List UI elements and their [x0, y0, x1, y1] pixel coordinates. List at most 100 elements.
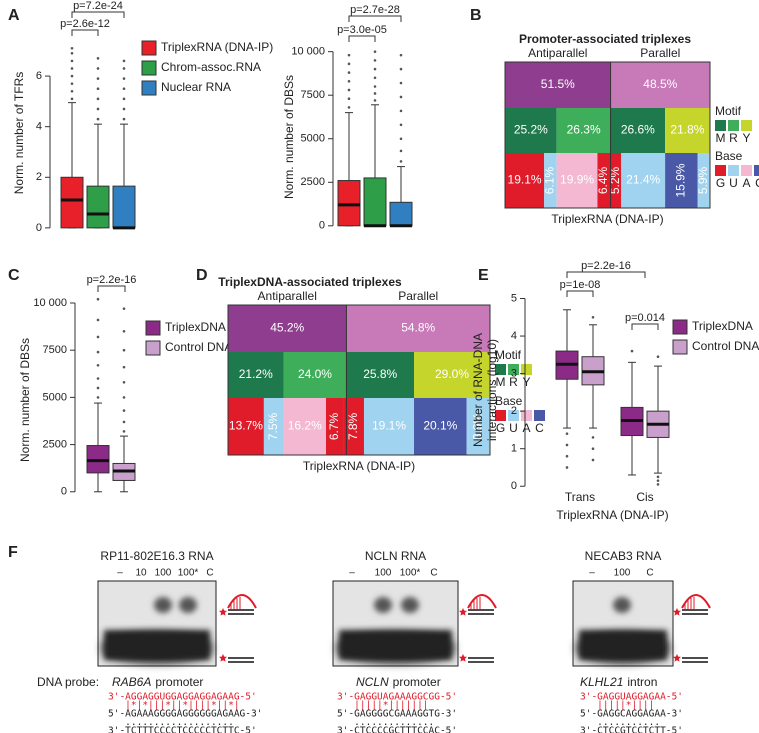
motif-cell	[665, 108, 710, 153]
gel-shifted-band	[401, 597, 419, 613]
y-tick-label: 0	[36, 222, 42, 234]
probe-label-star	[459, 608, 467, 616]
legend-label: TriplexDNA	[692, 319, 753, 333]
lane-label: 100*	[178, 568, 199, 579]
outlier	[70, 52, 74, 55]
probe-gene: RAB6A	[112, 675, 151, 689]
probe-region: intron	[627, 675, 657, 689]
y-tick-label: 2	[36, 171, 42, 183]
probe-label-star	[219, 654, 227, 662]
y-tick-label: 3	[511, 368, 517, 380]
panel-label: F	[8, 544, 18, 561]
group-label: Parallel	[640, 46, 680, 60]
legend-label: TriplexDNA	[165, 320, 226, 334]
legend-swatch	[508, 410, 519, 421]
legend-swatch	[715, 120, 726, 131]
motif-cell	[346, 352, 415, 398]
lane-label: –	[349, 568, 355, 579]
legend-key: U	[729, 176, 738, 190]
x-axis-label: TriplexRNA (DNA-IP)	[551, 212, 663, 226]
legend-swatch	[728, 120, 739, 131]
outlier	[122, 87, 126, 91]
group-cell-label: 48.5%	[643, 77, 677, 91]
p-value: p=2.7e-28	[350, 4, 400, 16]
rna-sequence: 3'-GAGGUAGAAAGGCGG-5'	[337, 692, 457, 703]
base-cell-label: 7.5%	[266, 412, 280, 440]
y-tick-label: 5	[511, 292, 517, 304]
p-value: p=2.2e-16	[581, 260, 631, 272]
motif-cell-label: 25.2%	[514, 123, 548, 137]
outlier	[122, 409, 126, 412]
outlier	[96, 396, 100, 399]
probe-region: promoter	[393, 675, 441, 689]
outlier	[70, 89, 74, 93]
outlier	[565, 466, 569, 469]
legend-key: M	[716, 131, 726, 145]
outlier	[96, 297, 100, 301]
outlier	[96, 377, 100, 380]
lane-label: 100*	[400, 568, 421, 579]
group-label: Antiparallel	[258, 289, 317, 303]
outlier	[96, 335, 100, 339]
outlier	[122, 67, 126, 70]
group-cell	[505, 62, 611, 108]
outlier	[565, 454, 569, 458]
y-axis-label: Norm. number of TFRs	[12, 72, 26, 194]
base-cell	[544, 153, 557, 208]
legend-swatch	[145, 320, 161, 336]
motif-cell-label: 21.8%	[670, 123, 704, 137]
watson-crick-pairs: ...................	[108, 717, 234, 728]
motif-cell	[556, 108, 611, 153]
duplex-icon	[468, 609, 494, 663]
base-cell	[665, 153, 698, 208]
outlier	[122, 107, 126, 111]
base-cell-label: 19.1%	[508, 173, 542, 187]
mosaic-border	[504, 61, 711, 209]
outlier	[399, 149, 403, 153]
outlier	[373, 67, 377, 71]
outlier	[347, 106, 351, 109]
p-value: p=3.0e-05	[337, 24, 387, 36]
legend-key: Y	[522, 375, 530, 389]
motif-cell	[610, 108, 666, 153]
motif-cell	[228, 352, 284, 398]
base-cell	[505, 153, 545, 208]
dna-bottom-strand: 3'-CTCCGTCCTCTT-5'	[580, 726, 683, 733]
legend-label: Chrom-assoc.RNA	[161, 60, 261, 74]
probe-label-star	[459, 654, 467, 662]
base-cell	[343, 398, 364, 455]
legend-key: G	[716, 176, 725, 190]
outlier	[373, 76, 377, 80]
outlier	[373, 85, 377, 88]
x-tick-label: Trans	[565, 490, 595, 504]
legend-swatch	[495, 364, 506, 375]
base-cell-label: 6.4%	[596, 166, 610, 194]
outlier	[96, 107, 100, 111]
legend-swatch	[741, 165, 752, 176]
probe-label-star	[673, 608, 681, 616]
triplex-icon-pairs	[230, 597, 241, 609]
pairing-marks: |||||*||||	[580, 700, 654, 711]
outlier	[373, 99, 377, 102]
x-tick-label: Cis	[636, 490, 653, 504]
triplex-icon	[227, 594, 257, 609]
outlier	[591, 315, 595, 319]
y-tick-label: 2500	[301, 176, 325, 188]
outlier	[70, 97, 74, 101]
y-axis-label: Number of RNA-DNA	[471, 333, 485, 447]
outlier	[399, 160, 403, 163]
legend-key: R	[729, 131, 738, 145]
lane-label: 100	[614, 568, 631, 579]
outlier	[347, 88, 351, 92]
legend-key: C	[755, 176, 759, 190]
legend-label: Control DNA	[692, 339, 759, 353]
outlier	[96, 67, 100, 70]
lane-label: 100	[155, 568, 172, 579]
legend-key: U	[509, 421, 518, 435]
y-tick-label: 1	[511, 443, 517, 455]
base-cell	[697, 153, 710, 208]
outlier	[347, 71, 351, 74]
triplex-icon	[467, 594, 497, 609]
motif-cell	[414, 352, 490, 398]
outlier	[122, 380, 126, 384]
